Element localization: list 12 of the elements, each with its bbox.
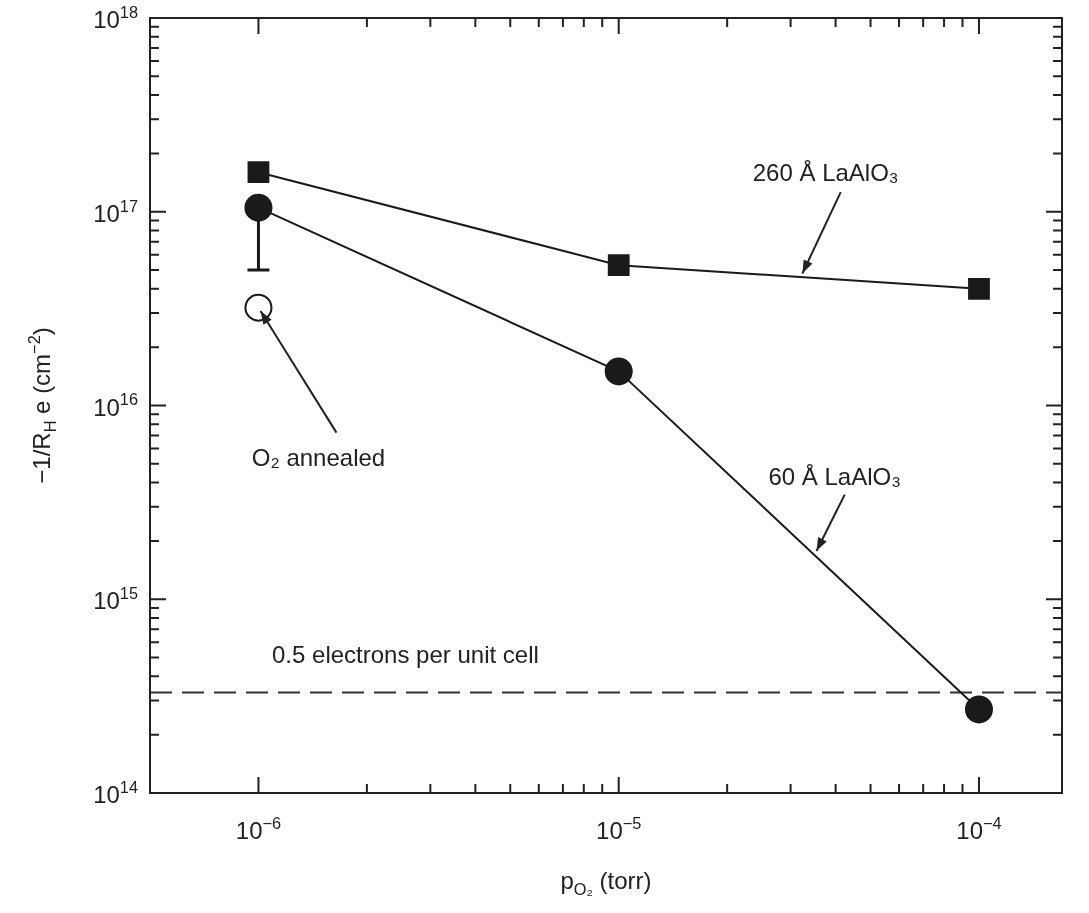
point [968, 277, 990, 300]
ref-line-label: 0.5 electrons per unit cell [272, 640, 539, 668]
point [244, 293, 273, 322]
point [244, 193, 273, 222]
annotation: O₂ annealed [251, 443, 386, 471]
point [964, 695, 993, 724]
point [607, 254, 630, 277]
annotation: 60 Å LaAlO₃ [768, 462, 901, 490]
point [247, 161, 270, 184]
point [604, 357, 633, 386]
y-axis-title: −1/RH e (cm−2) [24, 327, 59, 484]
annotation: 260 Å LaAlO₃ [752, 159, 899, 187]
